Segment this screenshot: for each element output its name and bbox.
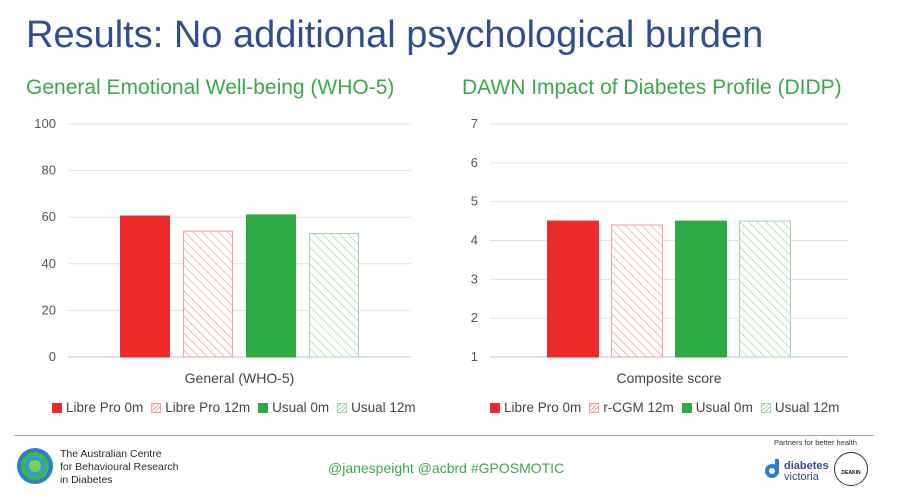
y-tick-label: 3 xyxy=(471,271,478,286)
legend-entry: Usual 0m xyxy=(258,400,329,415)
legend-label: r-CGM 12m xyxy=(603,400,674,415)
bar-r-cgm-12m xyxy=(611,224,663,358)
chart2-title: DAWN Impact of Diabetes Profile (DIDP) xyxy=(462,76,842,99)
category-label: General (WHO-5) xyxy=(185,370,295,386)
legend-swatch xyxy=(151,402,162,413)
legend-swatch xyxy=(258,402,269,413)
legend-entry: Usual 12m xyxy=(337,400,416,415)
legend-label: Libre Pro 0m xyxy=(504,400,582,415)
legend-label: Libre Pro 0m xyxy=(66,400,144,415)
legend-label: Usual 0m xyxy=(695,400,753,415)
legend-entry: r-CGM 12m xyxy=(589,400,674,415)
legend-label: Usual 12m xyxy=(774,400,840,415)
chart1-legend: Libre Pro 0m Libre Pro 12m Usual 0m Usual 1… xyxy=(52,400,424,415)
y-tick-label: 2 xyxy=(471,310,478,325)
y-tick-label: 80 xyxy=(42,163,56,178)
chart2-legend: Libre Pro 0m r-CGM 12m Usual 0m Usual 12m xyxy=(490,400,847,415)
legend-label: Usual 12m xyxy=(351,400,416,415)
y-tick-label: 100 xyxy=(34,116,56,131)
legend-entry: Usual 0m xyxy=(681,400,753,415)
legend-swatch xyxy=(337,402,348,413)
bar-libre-pro-0m xyxy=(120,215,170,358)
legend-swatch xyxy=(589,402,600,413)
didp-bar-chart: 1 2 3 4 5 6 7 Composite score xyxy=(471,116,848,386)
y-tick-label: 20 xyxy=(42,302,56,317)
legend-label: Usual 0m xyxy=(272,400,330,415)
bar-libre-pro-12m xyxy=(183,230,233,358)
bar-usual-0m xyxy=(246,214,296,358)
y-tick-label: 1 xyxy=(471,349,478,364)
diabetes-victoria-logo-icon xyxy=(765,459,779,478)
bar-usual-0m xyxy=(675,220,727,358)
diabetes-victoria-logo: diabetes victoria xyxy=(784,460,829,483)
y-tick-label: 5 xyxy=(471,194,478,209)
partners-label: Partners for better health xyxy=(774,438,857,447)
social-handles: @janespeight @acbrd #GPOSMOTIC xyxy=(328,460,565,476)
bar-libre-pro-0m xyxy=(547,220,599,358)
legend-entry: Libre Pro 0m xyxy=(52,400,143,415)
y-tick-label: 6 xyxy=(471,155,478,170)
acbrd-logo xyxy=(17,448,53,484)
deakin-logo: DEAKIN xyxy=(834,452,868,486)
legend-swatch xyxy=(760,402,771,413)
y-tick-label: 60 xyxy=(42,209,56,224)
legend-label: Libre Pro 12m xyxy=(165,400,251,415)
y-tick-label: 40 xyxy=(42,256,56,271)
who5-bar-chart: 0 20 40 60 80 100 General (WHO-5) xyxy=(34,116,411,386)
legend-entry: Libre Pro 0m xyxy=(490,400,581,415)
org-name: The Australian Centre for Behavioural Re… xyxy=(60,448,179,486)
legend-swatch xyxy=(52,402,62,413)
bar-usual-12m xyxy=(739,220,791,358)
legend-swatch xyxy=(490,402,500,413)
legend-entry: Libre Pro 12m xyxy=(151,400,250,415)
legend-entry: Usual 12m xyxy=(760,400,840,415)
chart1-title: General Emotional Well-being (WHO-5) xyxy=(26,76,395,99)
y-tick-label: 4 xyxy=(471,233,478,248)
legend-swatch xyxy=(681,402,692,413)
slide-title: Results: No additional psychological bur… xyxy=(26,14,764,56)
bar-usual-12m xyxy=(309,233,359,358)
category-label: Composite score xyxy=(616,370,721,386)
y-tick-label: 7 xyxy=(471,116,478,131)
y-tick-label: 0 xyxy=(49,349,56,364)
footer-divider xyxy=(14,435,874,436)
